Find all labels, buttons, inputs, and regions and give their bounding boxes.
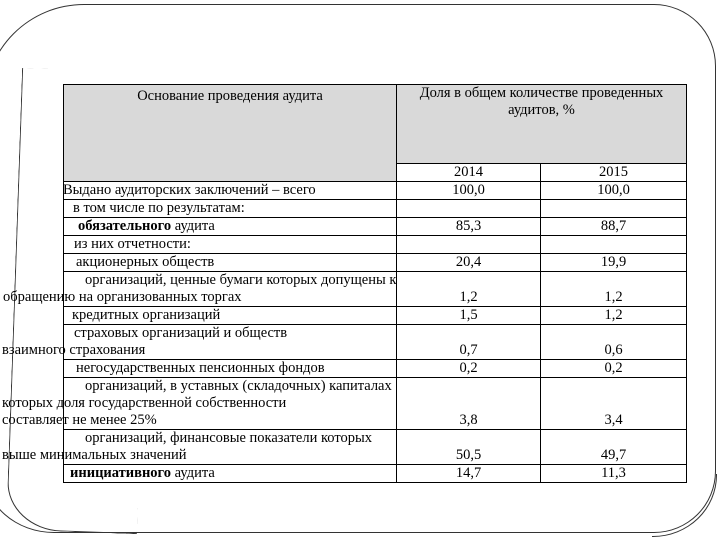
value-2015: 19,9: [540, 253, 687, 272]
row-label-line: инициативного аудита: [70, 465, 215, 481]
row-label-line: страховых организаций и обществ: [74, 325, 288, 341]
row-label-line: организаций, ценные бумаги которых допущ…: [85, 272, 397, 288]
row-label-line: Выдано аудиторских заключений – всего: [63, 182, 316, 198]
row-label-cell: Выдано аудиторских заключений – всего: [63, 181, 397, 200]
value-2014: 20,4: [396, 253, 541, 272]
value-2014: 1,2: [396, 271, 541, 307]
table-body: Выдано аудиторских заключений – всего 100…: [2, 181, 687, 483]
slide-frame-outer: [0, 4, 716, 533]
row-label-cell: организаций, ценные бумаги которых допущ…: [3, 271, 397, 307]
value-2014: 0,7: [396, 324, 541, 360]
row-label-line: выше минимальных значений: [2, 447, 187, 463]
value-2014: 1,5: [396, 306, 541, 325]
row-label-line: обращению на организованных торгах: [3, 289, 242, 305]
value-2015: 3,4: [540, 377, 687, 430]
row-label-cell: в том числе по результатам:: [63, 199, 397, 218]
value-2015: 11,3: [540, 464, 687, 483]
row-label-cell: обязательного аудита: [63, 217, 397, 236]
row-label-line: негосударственных пенсионных фондов: [76, 360, 325, 376]
value-2015: 1,2: [540, 271, 687, 307]
value-2015: 88,7: [540, 217, 687, 236]
row-label-line: обязательного аудита: [78, 218, 215, 234]
value-2014: [396, 199, 541, 218]
row-label-line: организаций, в уставных (складочных) кап…: [85, 378, 392, 394]
table-row: кредитных организаций 1,5 1,2: [63, 306, 687, 325]
value-2015: 100,0: [540, 181, 687, 200]
row-label-line: взаимного страхования: [2, 342, 146, 358]
table-row: страховых организаций и обществ взаимного…: [2, 324, 687, 360]
row-label-line: организаций, финансовые показатели котор…: [85, 430, 372, 446]
table-row: из них отчетности:: [63, 235, 687, 254]
row-label-cell: организаций, в уставных (складочных) кап…: [2, 377, 397, 430]
col-header-audit-basis-label: Основание проведения аудита: [137, 88, 323, 104]
row-label-line: из них отчетности:: [74, 236, 191, 252]
year-header-2014: 2014: [396, 163, 541, 182]
row-label-cell: организаций, финансовые показатели котор…: [2, 429, 397, 465]
row-label-line: в том числе по результатам:: [73, 200, 245, 216]
row-label-cell: негосударственных пенсионных фондов: [63, 359, 397, 378]
row-label-cell: инициативного аудита: [63, 464, 397, 483]
row-label-cell: акционерных обществ: [63, 253, 397, 272]
table-row: акционерных обществ 20,4 19,9: [63, 253, 687, 272]
value-2015: 1,2: [540, 306, 687, 325]
row-label-line: составляет не менее 25%: [2, 412, 157, 428]
value-2015: 0,2: [540, 359, 687, 378]
slide-frame-corner-arc: [652, 474, 717, 537]
col-header-audit-basis: Основание проведения аудита: [63, 84, 397, 182]
audit-share-table: Основание проведения аудита Доля в общем…: [2, 84, 687, 483]
row-label-cell: кредитных организаций: [63, 306, 397, 325]
table-row: организаций, ценные бумаги которых допущ…: [3, 271, 687, 307]
table-row: в том числе по результатам:: [63, 199, 687, 218]
value-2014: [396, 235, 541, 254]
row-label-line: кредитных организаций: [72, 307, 221, 323]
row-label-line: которых доля государственной собственнос…: [2, 395, 287, 411]
table-row: обязательного аудита 85,3 88,7: [63, 217, 687, 236]
table-row: Выдано аудиторских заключений – всего 100…: [63, 181, 687, 200]
value-2014: 14,7: [396, 464, 541, 483]
value-2014: 100,0: [396, 181, 541, 200]
value-2015: [540, 235, 687, 254]
year-subheader-row: 2014 2015: [64, 163, 687, 182]
value-2014: 3,8: [396, 377, 541, 430]
row-label-line: акционерных обществ: [76, 254, 215, 270]
value-2015: 0,6: [540, 324, 687, 360]
table-row: инициативного аудита 14,7 11,3: [63, 464, 687, 483]
year-header-2015: 2015: [540, 163, 687, 182]
row-label-cell: из них отчетности:: [63, 235, 397, 254]
table-row: организаций, финансовые показатели котор…: [2, 429, 687, 465]
row-label-cell: страховых организаций и обществ взаимного…: [2, 324, 397, 360]
value-2014: 0,2: [396, 359, 541, 378]
table-row: негосударственных пенсионных фондов 0,2 0,…: [63, 359, 687, 378]
col-header-share-percent: Доля в общем количестве проведенных ауди…: [396, 84, 687, 164]
value-2014: 50,5: [396, 429, 541, 465]
value-2015: 49,7: [540, 429, 687, 465]
value-2015: [540, 199, 687, 218]
value-2014: 85,3: [396, 217, 541, 236]
header-row: Основание проведения аудита Доля в общем…: [63, 84, 687, 182]
table-row: организаций, в уставных (складочных) кап…: [2, 377, 687, 430]
